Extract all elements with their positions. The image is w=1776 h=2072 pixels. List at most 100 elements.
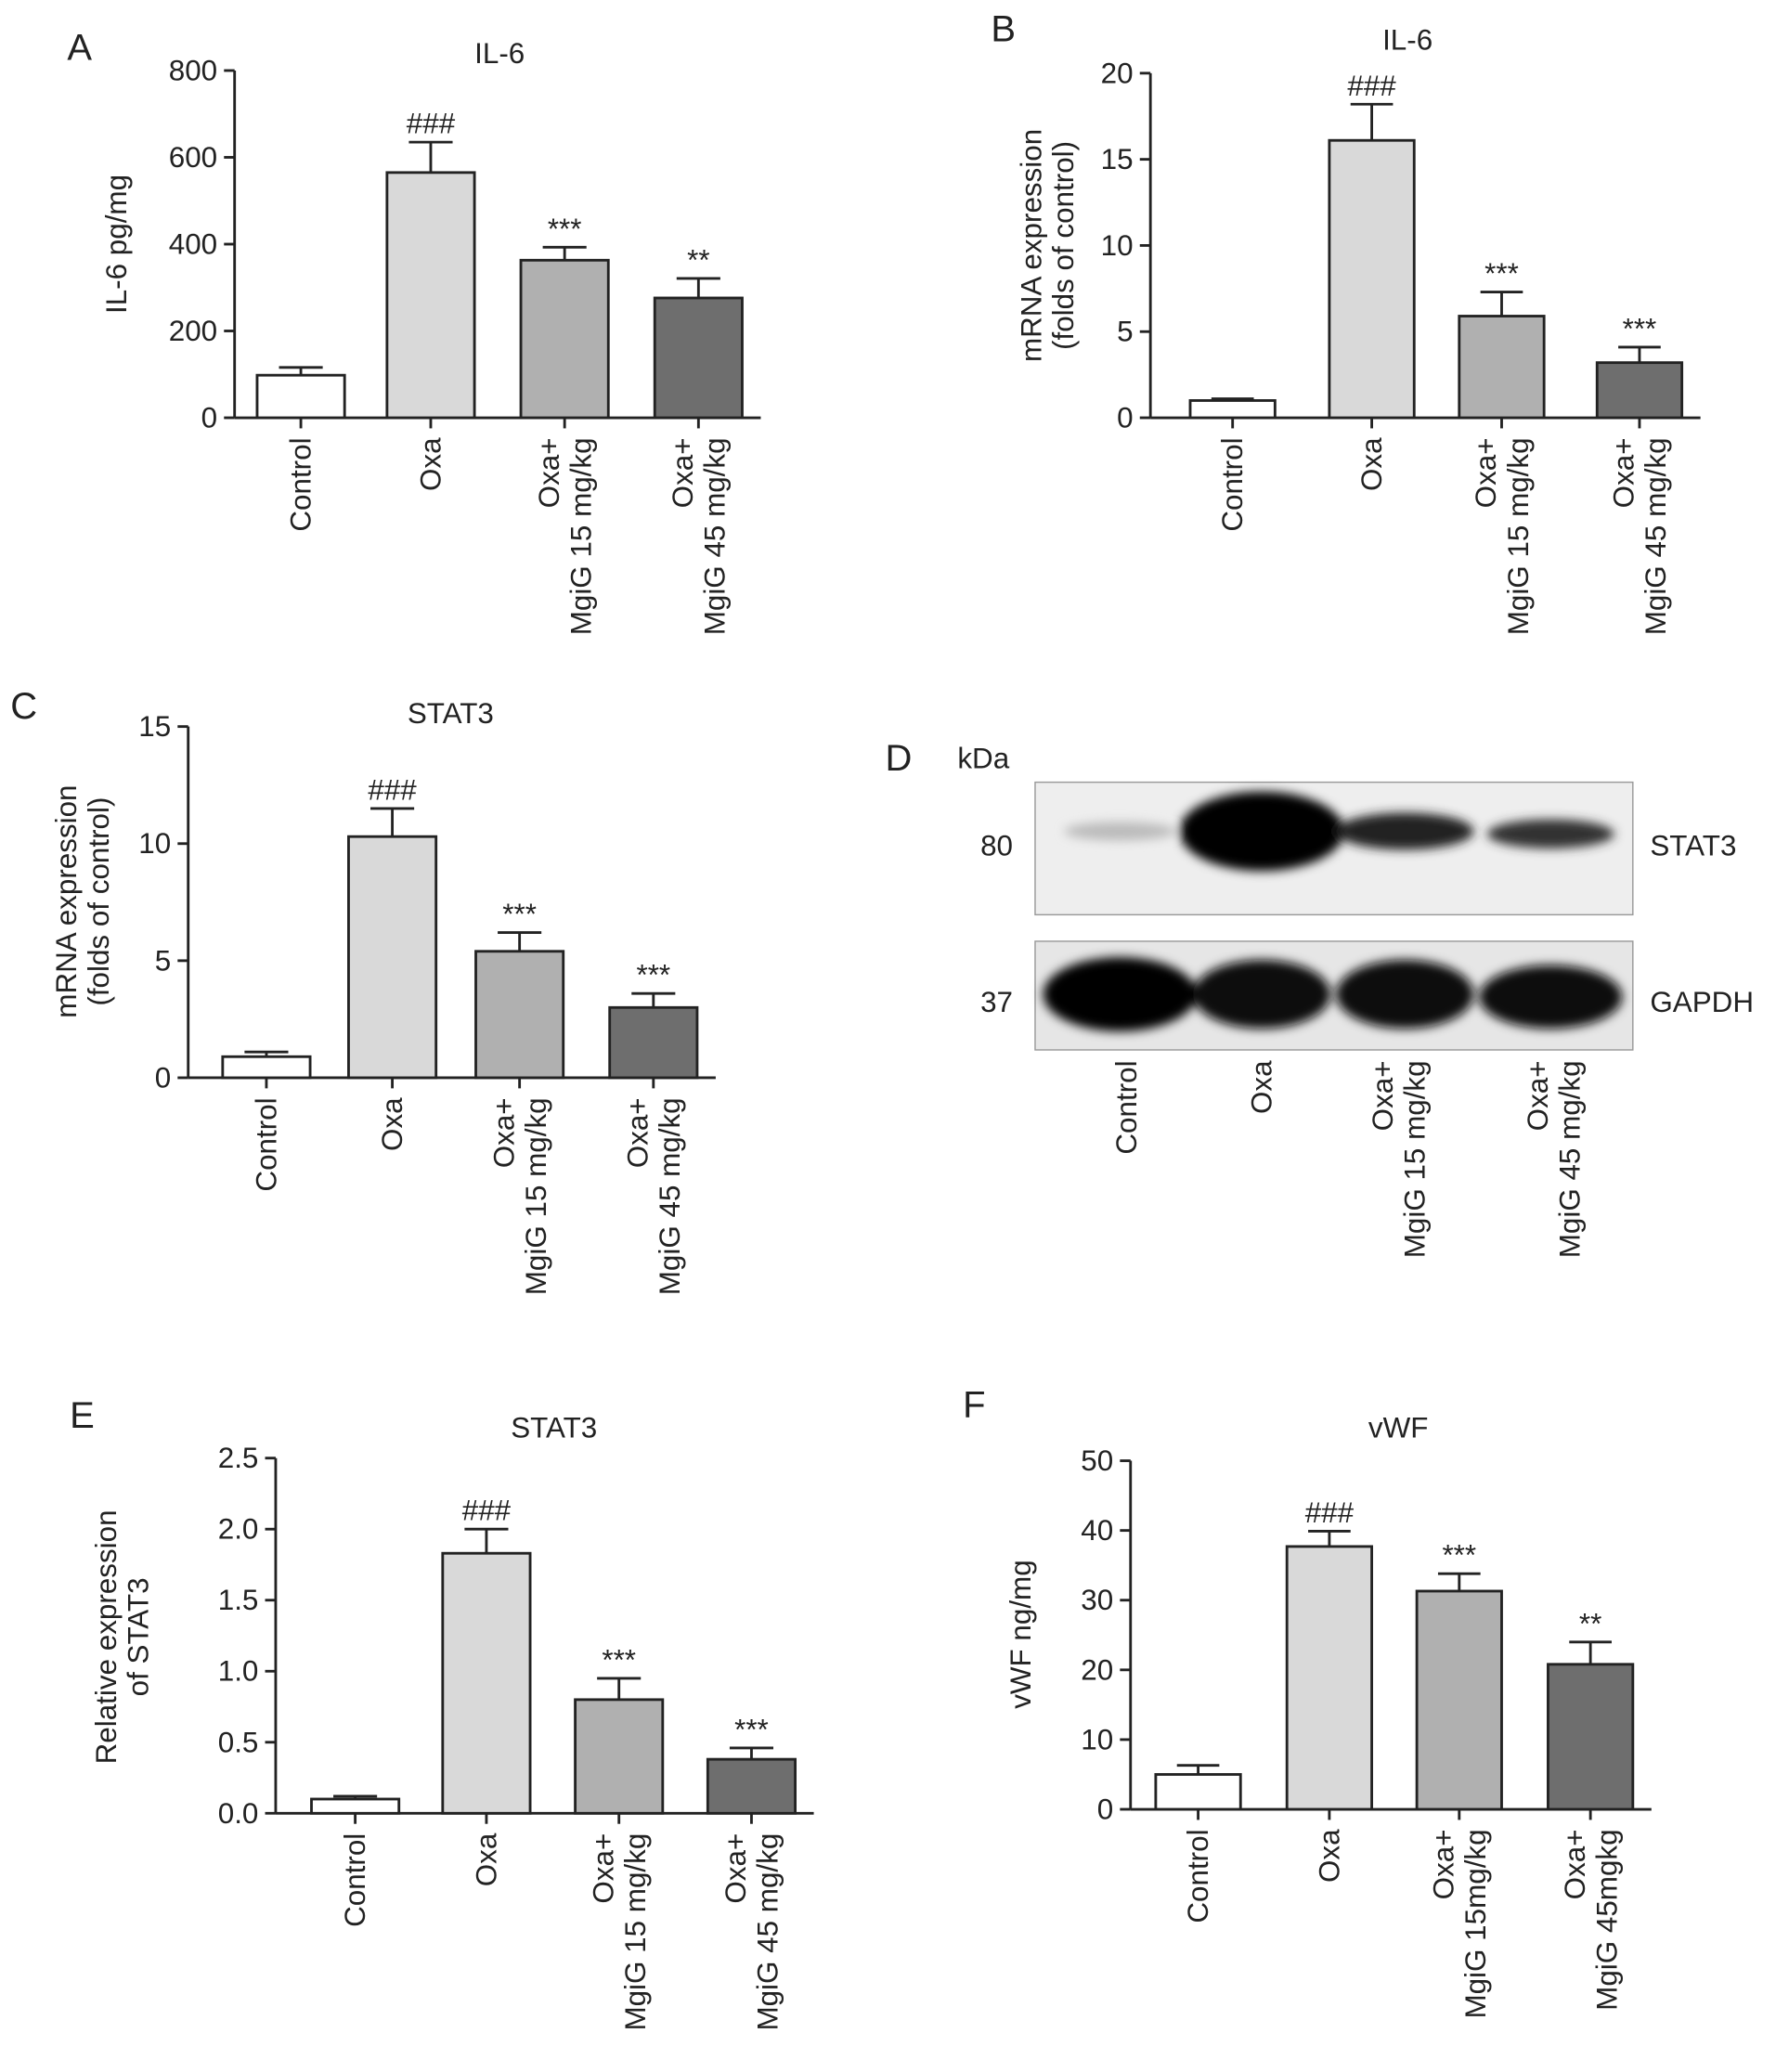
x-tick-label: Control: [1110, 1060, 1143, 1154]
band: [1336, 812, 1474, 850]
significance-label: ###: [368, 773, 417, 806]
bar: [385, 171, 476, 420]
band: [1479, 965, 1623, 1030]
band: [1064, 822, 1176, 841]
kda-label: 37: [980, 986, 1013, 1018]
bar: [1188, 399, 1277, 420]
y-tick-label: 40: [1081, 1514, 1113, 1547]
chart-title: vWF: [1368, 1411, 1429, 1444]
bar: [474, 950, 565, 1080]
y-tick-label: 0: [1097, 1794, 1113, 1826]
x-tick-label: Oxa: [376, 1097, 408, 1151]
x-tick-label: Control: [285, 437, 318, 531]
x-tick-label: Oxa+MgiG 45 mg/kg: [719, 1833, 784, 2031]
panel-bar: C STAT3 mRNA expression(folds of control) 0…: [10, 686, 716, 1295]
y-tick-label: 600: [169, 141, 217, 174]
x-tick-label: Oxa: [1313, 1829, 1345, 1883]
panel-bar: E STAT3 Relative expressionof STAT3 0.0 0.5 1…: [70, 1395, 814, 2031]
y-tick-label: 5: [1117, 316, 1133, 348]
y-tick-label: 10: [1101, 229, 1134, 262]
significance-label: **: [1579, 1607, 1601, 1639]
band: [1336, 959, 1474, 1030]
bar: [1595, 361, 1684, 420]
y-tick-label: 0.5: [218, 1726, 259, 1758]
y-tick-label: 10: [138, 827, 171, 860]
band: [1043, 957, 1198, 1032]
x-tick-label: Oxa+MgiG 45 mg/kg: [621, 1097, 686, 1295]
y-axis-label: vWF ng/mg: [1005, 1560, 1037, 1708]
y-axis-label: mRNA expression(folds of control): [50, 784, 115, 1017]
x-tick-label: Oxa+MgiG 45 mg/kg: [667, 437, 732, 635]
y-tick-label: 2.0: [218, 1513, 259, 1546]
panel-label: F: [963, 1385, 985, 1426]
significance-label: ***: [1442, 1539, 1476, 1572]
band-label: GAPDH: [1650, 986, 1754, 1018]
unit-label: kDa: [957, 742, 1009, 774]
panel-label: A: [67, 28, 92, 69]
band: [1192, 959, 1331, 1030]
bar: [1415, 1589, 1503, 1811]
significance-label: ***: [502, 898, 537, 930]
bar: [1458, 315, 1546, 420]
bar: [441, 1551, 532, 1815]
y-tick-label: 50: [1081, 1444, 1113, 1477]
chart-title: STAT3: [408, 697, 494, 730]
bar: [519, 258, 610, 420]
significance-label: **: [687, 243, 709, 276]
blot-images: [1034, 781, 1634, 1051]
significance-label: ***: [636, 959, 670, 991]
panel-label: C: [10, 686, 37, 727]
bar: [574, 1698, 665, 1815]
y-tick-label: 1.0: [218, 1655, 259, 1688]
x-tick-label: Oxa+MgiG 15mg/kg: [1427, 1829, 1492, 2018]
x-tick-label: Oxa+MgiG 15 mg/kg: [587, 1833, 652, 2031]
x-tick-label: Oxa+MgiG 15 mg/kg: [532, 437, 597, 635]
bar: [653, 296, 744, 420]
y-tick-label: 1.5: [218, 1584, 259, 1616]
band: [1486, 819, 1614, 848]
y-tick-label: 30: [1081, 1584, 1113, 1616]
y-tick-label: 15: [138, 710, 171, 743]
bar: [310, 1797, 401, 1815]
x-tick-label: Oxa+MgiG 15 mg/kg: [1470, 437, 1535, 635]
y-tick-label: 2.5: [218, 1442, 259, 1474]
x-tick-label: Oxa+MgiG 15 mg/kg: [1366, 1060, 1431, 1258]
y-tick-label: 20: [1081, 1653, 1113, 1686]
y-tick-label: 20: [1101, 57, 1134, 89]
y-tick-label: 0.0: [218, 1797, 259, 1830]
y-axis-label: IL-6 pg/mg: [100, 175, 133, 314]
y-tick-label: 5: [155, 944, 171, 977]
y-axis-label: Relative expressionof STAT3: [90, 1509, 155, 1764]
bar: [221, 1055, 312, 1080]
x-tick-label: Oxa+MgiG 45 mg/kg: [1607, 437, 1672, 635]
significance-label: ###: [1347, 70, 1396, 102]
x-tick-label: Control: [339, 1833, 371, 1927]
y-tick-label: 15: [1101, 143, 1134, 175]
bar: [1328, 138, 1416, 420]
significance-label: ***: [548, 213, 582, 245]
bar: [706, 1757, 797, 1815]
significance-label: ***: [1623, 312, 1657, 344]
significance-label: ***: [734, 1713, 769, 1745]
bar: [1285, 1545, 1374, 1811]
x-tick-label: Oxa: [414, 437, 447, 491]
panel-label: E: [70, 1395, 95, 1436]
x-tick-label: Oxa+MgiG 15 mg/kg: [487, 1097, 552, 1295]
x-tick-label: Oxa: [470, 1832, 502, 1886]
band-label: STAT3: [1650, 830, 1736, 862]
y-tick-label: 0: [201, 402, 217, 434]
bar: [255, 373, 346, 420]
x-tick-label: Control: [1182, 1829, 1214, 1923]
significance-label: ###: [1305, 1496, 1355, 1529]
bar: [1547, 1663, 1635, 1811]
bar: [347, 835, 438, 1080]
x-tick-label: Oxa: [1246, 1060, 1278, 1114]
y-tick-label: 400: [169, 228, 217, 261]
y-tick-label: 800: [169, 54, 217, 86]
chart-title: STAT3: [511, 1411, 597, 1444]
blot-bands: [1043, 791, 1623, 1032]
